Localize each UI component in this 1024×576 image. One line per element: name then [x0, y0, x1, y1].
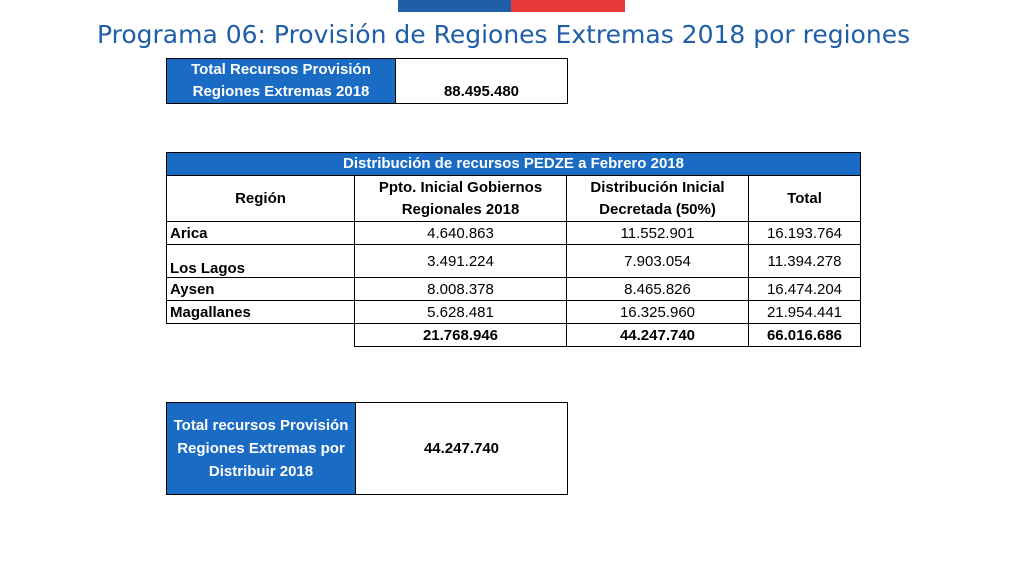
- column-header-dist: Distribución Inicial Decretada (50%): [566, 175, 749, 222]
- table-row: Los Lagos 3.491.224 7.903.054 11.394.278: [166, 244, 861, 278]
- column-header-region: Región: [166, 175, 355, 222]
- ppto-value: 4.640.863: [354, 221, 567, 245]
- total-resources-label: Total Recursos Provisión Regiones Extrem…: [166, 58, 396, 104]
- distribution-header: Distribución de recursos PEDZE a Febrero…: [166, 152, 861, 176]
- dist-value: 8.465.826: [566, 277, 749, 301]
- remaining-resources-value: 44.247.740: [355, 402, 568, 495]
- dist-value: 7.903.054: [566, 244, 749, 278]
- totals-spacer: [167, 324, 355, 347]
- dist-value: 16.325.960: [566, 300, 749, 324]
- total-value: 21.954.441: [748, 300, 861, 324]
- flag-stripe-red: [511, 0, 625, 12]
- total-resources-table: Total Recursos Provisión Regiones Extrem…: [166, 58, 568, 104]
- ppto-total: 21.768.946: [354, 323, 567, 347]
- region-name: Aysen: [166, 277, 355, 301]
- region-name: Magallanes: [166, 300, 355, 324]
- grand-total: 66.016.686: [748, 323, 861, 347]
- ppto-value: 8.008.378: [354, 277, 567, 301]
- total-resources-value: 88.495.480: [395, 58, 568, 104]
- ppto-value: 5.628.481: [354, 300, 567, 324]
- remaining-resources-label: Total recursos Provisión Regiones Extrem…: [166, 402, 356, 495]
- dist-value: 11.552.901: [566, 221, 749, 245]
- table-row: Magallanes 5.628.481 16.325.960 21.954.4…: [166, 300, 861, 324]
- table-row: Arica 4.640.863 11.552.901 16.193.764: [166, 221, 861, 245]
- ppto-value: 3.491.224: [354, 244, 567, 278]
- page-title: Programa 06: Provisión de Regiones Extre…: [97, 20, 911, 49]
- region-name: Arica: [166, 221, 355, 245]
- total-value: 16.193.764: [748, 221, 861, 245]
- region-name: Los Lagos: [166, 244, 355, 278]
- flag-stripe-blue: [398, 0, 511, 12]
- distribution-table: Distribución de recursos PEDZE a Febrero…: [166, 152, 861, 347]
- total-value: 11.394.278: [748, 244, 861, 278]
- remaining-resources-table: Total recursos Provisión Regiones Extrem…: [166, 402, 568, 495]
- totals-row: 21.768.946 44.247.740 66.016.686: [167, 323, 861, 347]
- dist-total: 44.247.740: [566, 323, 749, 347]
- total-value: 16.474.204: [748, 277, 861, 301]
- column-header-total: Total: [748, 175, 861, 222]
- table-row: Aysen 8.008.378 8.465.826 16.474.204: [166, 277, 861, 301]
- column-header-ppto: Ppto. Inicial Gobiernos Regionales 2018: [354, 175, 567, 222]
